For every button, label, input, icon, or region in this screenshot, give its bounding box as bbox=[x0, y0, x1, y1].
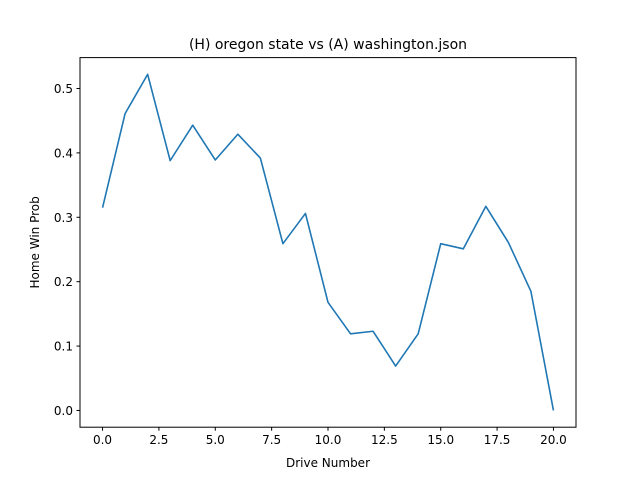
x-tick-label: 15.0 bbox=[427, 433, 454, 447]
y-tick-label: 0.1 bbox=[54, 340, 73, 354]
y-tick-label: 0.4 bbox=[54, 146, 73, 160]
x-tick-label: 20.0 bbox=[540, 433, 567, 447]
y-tick-label: 0.2 bbox=[54, 275, 73, 289]
axes-frame bbox=[79, 57, 577, 428]
x-axis: 0.0 2.5 5.0 7.5 10.0 12.5 15.0 17.5 20.0 bbox=[93, 427, 567, 447]
x-tick-label: 12.5 bbox=[371, 433, 398, 447]
chart-title: (H) oregon state vs (A) washington.json bbox=[189, 37, 467, 53]
series-line bbox=[101, 73, 555, 411]
x-axis-label: Drive Number bbox=[286, 456, 370, 470]
y-axis: 0.0 0.1 0.2 0.3 0.4 0.5 bbox=[54, 82, 80, 418]
y-tick-label: 0.0 bbox=[54, 404, 73, 418]
x-tick-label: 7.5 bbox=[262, 433, 281, 447]
x-tick-label: 2.5 bbox=[149, 433, 168, 447]
x-tick-label: 10.0 bbox=[315, 433, 342, 447]
x-tick-label: 5.0 bbox=[206, 433, 225, 447]
y-tick-label: 0.3 bbox=[54, 211, 73, 225]
x-tick-label: 17.5 bbox=[484, 433, 511, 447]
y-tick-label: 0.5 bbox=[54, 82, 73, 96]
y-axis-label: Home Win Prob bbox=[28, 196, 42, 288]
plot-area bbox=[101, 73, 555, 411]
x-tick-label: 0.0 bbox=[93, 433, 112, 447]
